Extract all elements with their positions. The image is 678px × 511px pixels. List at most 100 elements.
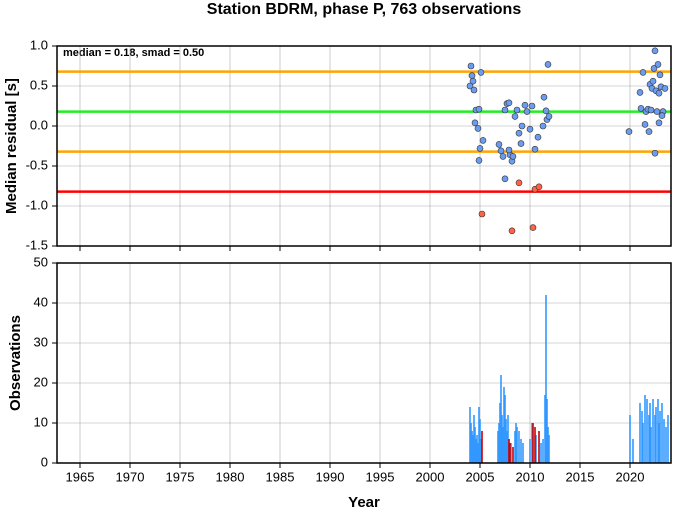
point xyxy=(544,61,552,68)
bar xyxy=(512,447,514,463)
bar xyxy=(661,403,663,463)
point xyxy=(501,106,509,114)
bar xyxy=(498,423,500,463)
bar xyxy=(479,419,481,463)
bar xyxy=(540,443,542,463)
point xyxy=(476,145,484,152)
bar xyxy=(650,427,652,463)
point xyxy=(505,146,513,154)
point xyxy=(501,175,509,183)
bar xyxy=(473,415,475,463)
point xyxy=(650,65,658,72)
bar xyxy=(642,423,644,463)
bar xyxy=(641,411,643,463)
bar xyxy=(507,415,509,463)
annotation: median = 0.18, smad = 0.50 xyxy=(63,47,204,59)
point xyxy=(478,210,486,218)
point xyxy=(499,153,507,160)
y-tick-label: 40 xyxy=(34,294,48,309)
bar xyxy=(506,431,508,463)
bar xyxy=(659,411,661,463)
bar xyxy=(667,415,669,463)
bar xyxy=(547,427,549,463)
point xyxy=(639,69,647,76)
point xyxy=(645,128,653,135)
bar xyxy=(501,415,503,463)
point xyxy=(661,85,669,92)
x-tick-label: 1995 xyxy=(366,469,395,484)
x-axis-label: Year xyxy=(348,494,380,511)
x-tick-label: 1985 xyxy=(266,469,295,484)
y-tick-label: -1.5 xyxy=(26,237,48,252)
bar xyxy=(542,439,544,463)
bar xyxy=(470,423,472,463)
x-tick-label: 2005 xyxy=(466,469,495,484)
point xyxy=(518,122,526,130)
bar xyxy=(657,399,659,463)
point xyxy=(471,119,479,127)
point xyxy=(651,47,659,55)
bar xyxy=(471,431,473,463)
bar xyxy=(515,423,517,463)
plot-frame xyxy=(56,45,672,247)
bar xyxy=(534,427,536,463)
y-tick-label: 50 xyxy=(34,254,48,269)
bar xyxy=(478,407,480,463)
bar xyxy=(546,399,548,463)
x-tick-label: 2000 xyxy=(416,469,445,484)
point xyxy=(528,102,536,110)
point xyxy=(641,121,649,128)
point xyxy=(477,69,485,76)
y-tick-label: 30 xyxy=(34,334,48,349)
bar xyxy=(665,427,667,463)
point xyxy=(655,119,663,127)
bar xyxy=(514,431,516,463)
bar xyxy=(531,423,533,463)
point xyxy=(475,105,483,113)
y-tick-label: 0 xyxy=(41,454,48,469)
bar xyxy=(474,427,476,463)
bar xyxy=(480,439,482,463)
bar xyxy=(510,443,512,463)
point xyxy=(636,89,644,96)
y-tick-label: 0.5 xyxy=(30,77,48,92)
bar xyxy=(545,295,547,463)
point xyxy=(469,77,477,85)
x-tick-label: 1965 xyxy=(66,469,95,484)
point xyxy=(466,82,474,90)
point xyxy=(474,125,482,132)
point xyxy=(495,141,503,148)
point xyxy=(505,99,513,107)
point xyxy=(535,183,543,191)
point xyxy=(511,113,519,120)
x-tick-label: 2020 xyxy=(616,469,645,484)
bar xyxy=(505,419,507,463)
bar xyxy=(504,395,506,463)
bar xyxy=(644,395,646,463)
point xyxy=(497,147,505,155)
y-axis-label: Observations xyxy=(7,315,24,411)
bar xyxy=(649,403,651,463)
bar xyxy=(639,403,641,463)
bar xyxy=(481,431,483,463)
bar xyxy=(654,415,656,463)
point xyxy=(521,101,529,109)
point xyxy=(654,61,662,68)
point xyxy=(531,145,539,153)
bar xyxy=(469,407,471,463)
bar xyxy=(544,395,546,463)
point xyxy=(653,108,661,115)
point xyxy=(515,129,523,137)
bar xyxy=(655,407,657,463)
point xyxy=(508,227,516,235)
x-tick-label: 1970 xyxy=(116,469,145,484)
y-tick-label: 10 xyxy=(34,414,48,429)
bar xyxy=(508,439,510,463)
bar xyxy=(520,439,522,463)
y-tick-label: -1.0 xyxy=(26,197,48,212)
bar xyxy=(663,419,665,463)
point xyxy=(637,105,645,112)
point xyxy=(655,89,663,97)
y-tick-label: 20 xyxy=(34,374,48,389)
bar xyxy=(509,443,511,463)
